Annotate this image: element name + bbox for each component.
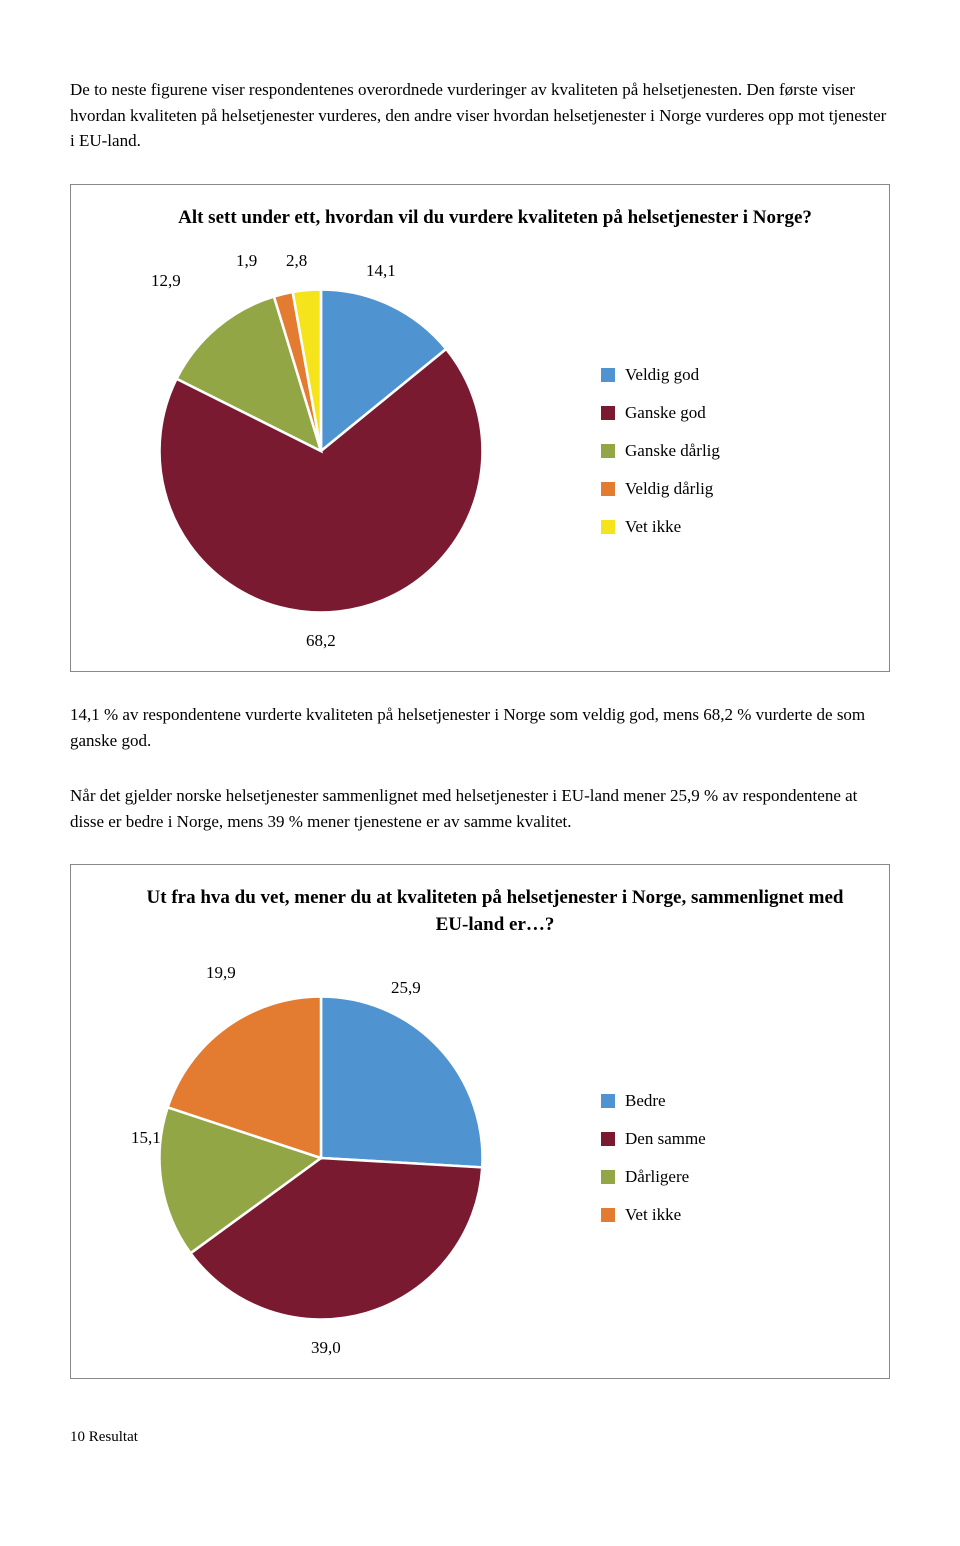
legend-label: Vet ikke — [625, 517, 681, 537]
chart2-legend-item: Vet ikke — [601, 1205, 706, 1225]
legend-swatch — [601, 1094, 615, 1108]
chart1-label-68-2: 68,2 — [306, 631, 336, 651]
legend-swatch — [601, 368, 615, 382]
chart1-pie — [151, 281, 491, 621]
chart2-legend-item: Dårligere — [601, 1167, 706, 1187]
chart2-pie-wrapper: 25,9 39,0 15,1 19,9 — [131, 958, 551, 1358]
chart2-legend-item: Bedre — [601, 1091, 706, 1111]
chart1-label-2-8: 2,8 — [286, 251, 307, 271]
legend-label: Den samme — [625, 1129, 706, 1149]
chart1-pie-wrapper: 14,1 68,2 12,9 1,9 2,8 — [131, 251, 551, 651]
chart1-title: Alt sett under ett, hvordan vil du vurde… — [131, 205, 859, 232]
legend-label: Ganske god — [625, 403, 706, 423]
legend-label: Veldig dårlig — [625, 479, 713, 499]
chart1-legend-item: Ganske dårlig — [601, 441, 720, 461]
chart1-label-14-1: 14,1 — [366, 261, 396, 281]
legend-label: Dårligere — [625, 1167, 689, 1187]
chart2-legend-item: Den samme — [601, 1129, 706, 1149]
chart2-title: Ut fra hva du vet, mener du at kvalitete… — [131, 885, 859, 938]
chart2-label-39-0: 39,0 — [311, 1338, 341, 1358]
legend-swatch — [601, 1208, 615, 1222]
chart2-label-25-9: 25,9 — [391, 978, 421, 998]
intro-paragraph: De to neste figurene viser respondentene… — [70, 77, 890, 154]
legend-label: Veldig god — [625, 365, 699, 385]
chart2-label-15-1: 15,1 — [131, 1128, 161, 1148]
legend-swatch — [601, 1132, 615, 1146]
page-footer: 10 Resultat — [70, 1429, 890, 1446]
chart2-pie — [151, 988, 491, 1328]
chart2-legend: Bedre Den samme Dårligere Vet ikke — [601, 1091, 706, 1225]
legend-label: Bedre — [625, 1091, 666, 1111]
chart1-legend: Veldig god Ganske god Ganske dårlig Veld… — [601, 365, 720, 537]
chart1-body: 14,1 68,2 12,9 1,9 2,8 Veldig god Ganske… — [131, 251, 859, 651]
chart2-label-19-9: 19,9 — [206, 963, 236, 983]
mid-paragraph-1: 14,1 % av respondentene vurderte kvalite… — [70, 702, 890, 753]
chart1-label-1-9: 1,9 — [236, 251, 257, 271]
legend-swatch — [601, 444, 615, 458]
legend-label: Vet ikke — [625, 1205, 681, 1225]
chart1-legend-item: Veldig god — [601, 365, 720, 385]
chart2-box: Ut fra hva du vet, mener du at kvalitete… — [70, 864, 890, 1379]
chart1-legend-item: Vet ikke — [601, 517, 720, 537]
chart1-legend-item: Veldig dårlig — [601, 479, 720, 499]
chart2-body: 25,9 39,0 15,1 19,9 Bedre Den samme Dårl… — [131, 958, 859, 1358]
pie-slice — [321, 997, 483, 1168]
legend-swatch — [601, 482, 615, 496]
legend-swatch — [601, 406, 615, 420]
legend-swatch — [601, 520, 615, 534]
chart1-label-12-9: 12,9 — [151, 271, 181, 291]
legend-swatch — [601, 1170, 615, 1184]
legend-label: Ganske dårlig — [625, 441, 720, 461]
chart1-box: Alt sett under ett, hvordan vil du vurde… — [70, 184, 890, 673]
chart1-legend-item: Ganske god — [601, 403, 720, 423]
mid-paragraph-2: Når det gjelder norske helsetjenester sa… — [70, 783, 890, 834]
